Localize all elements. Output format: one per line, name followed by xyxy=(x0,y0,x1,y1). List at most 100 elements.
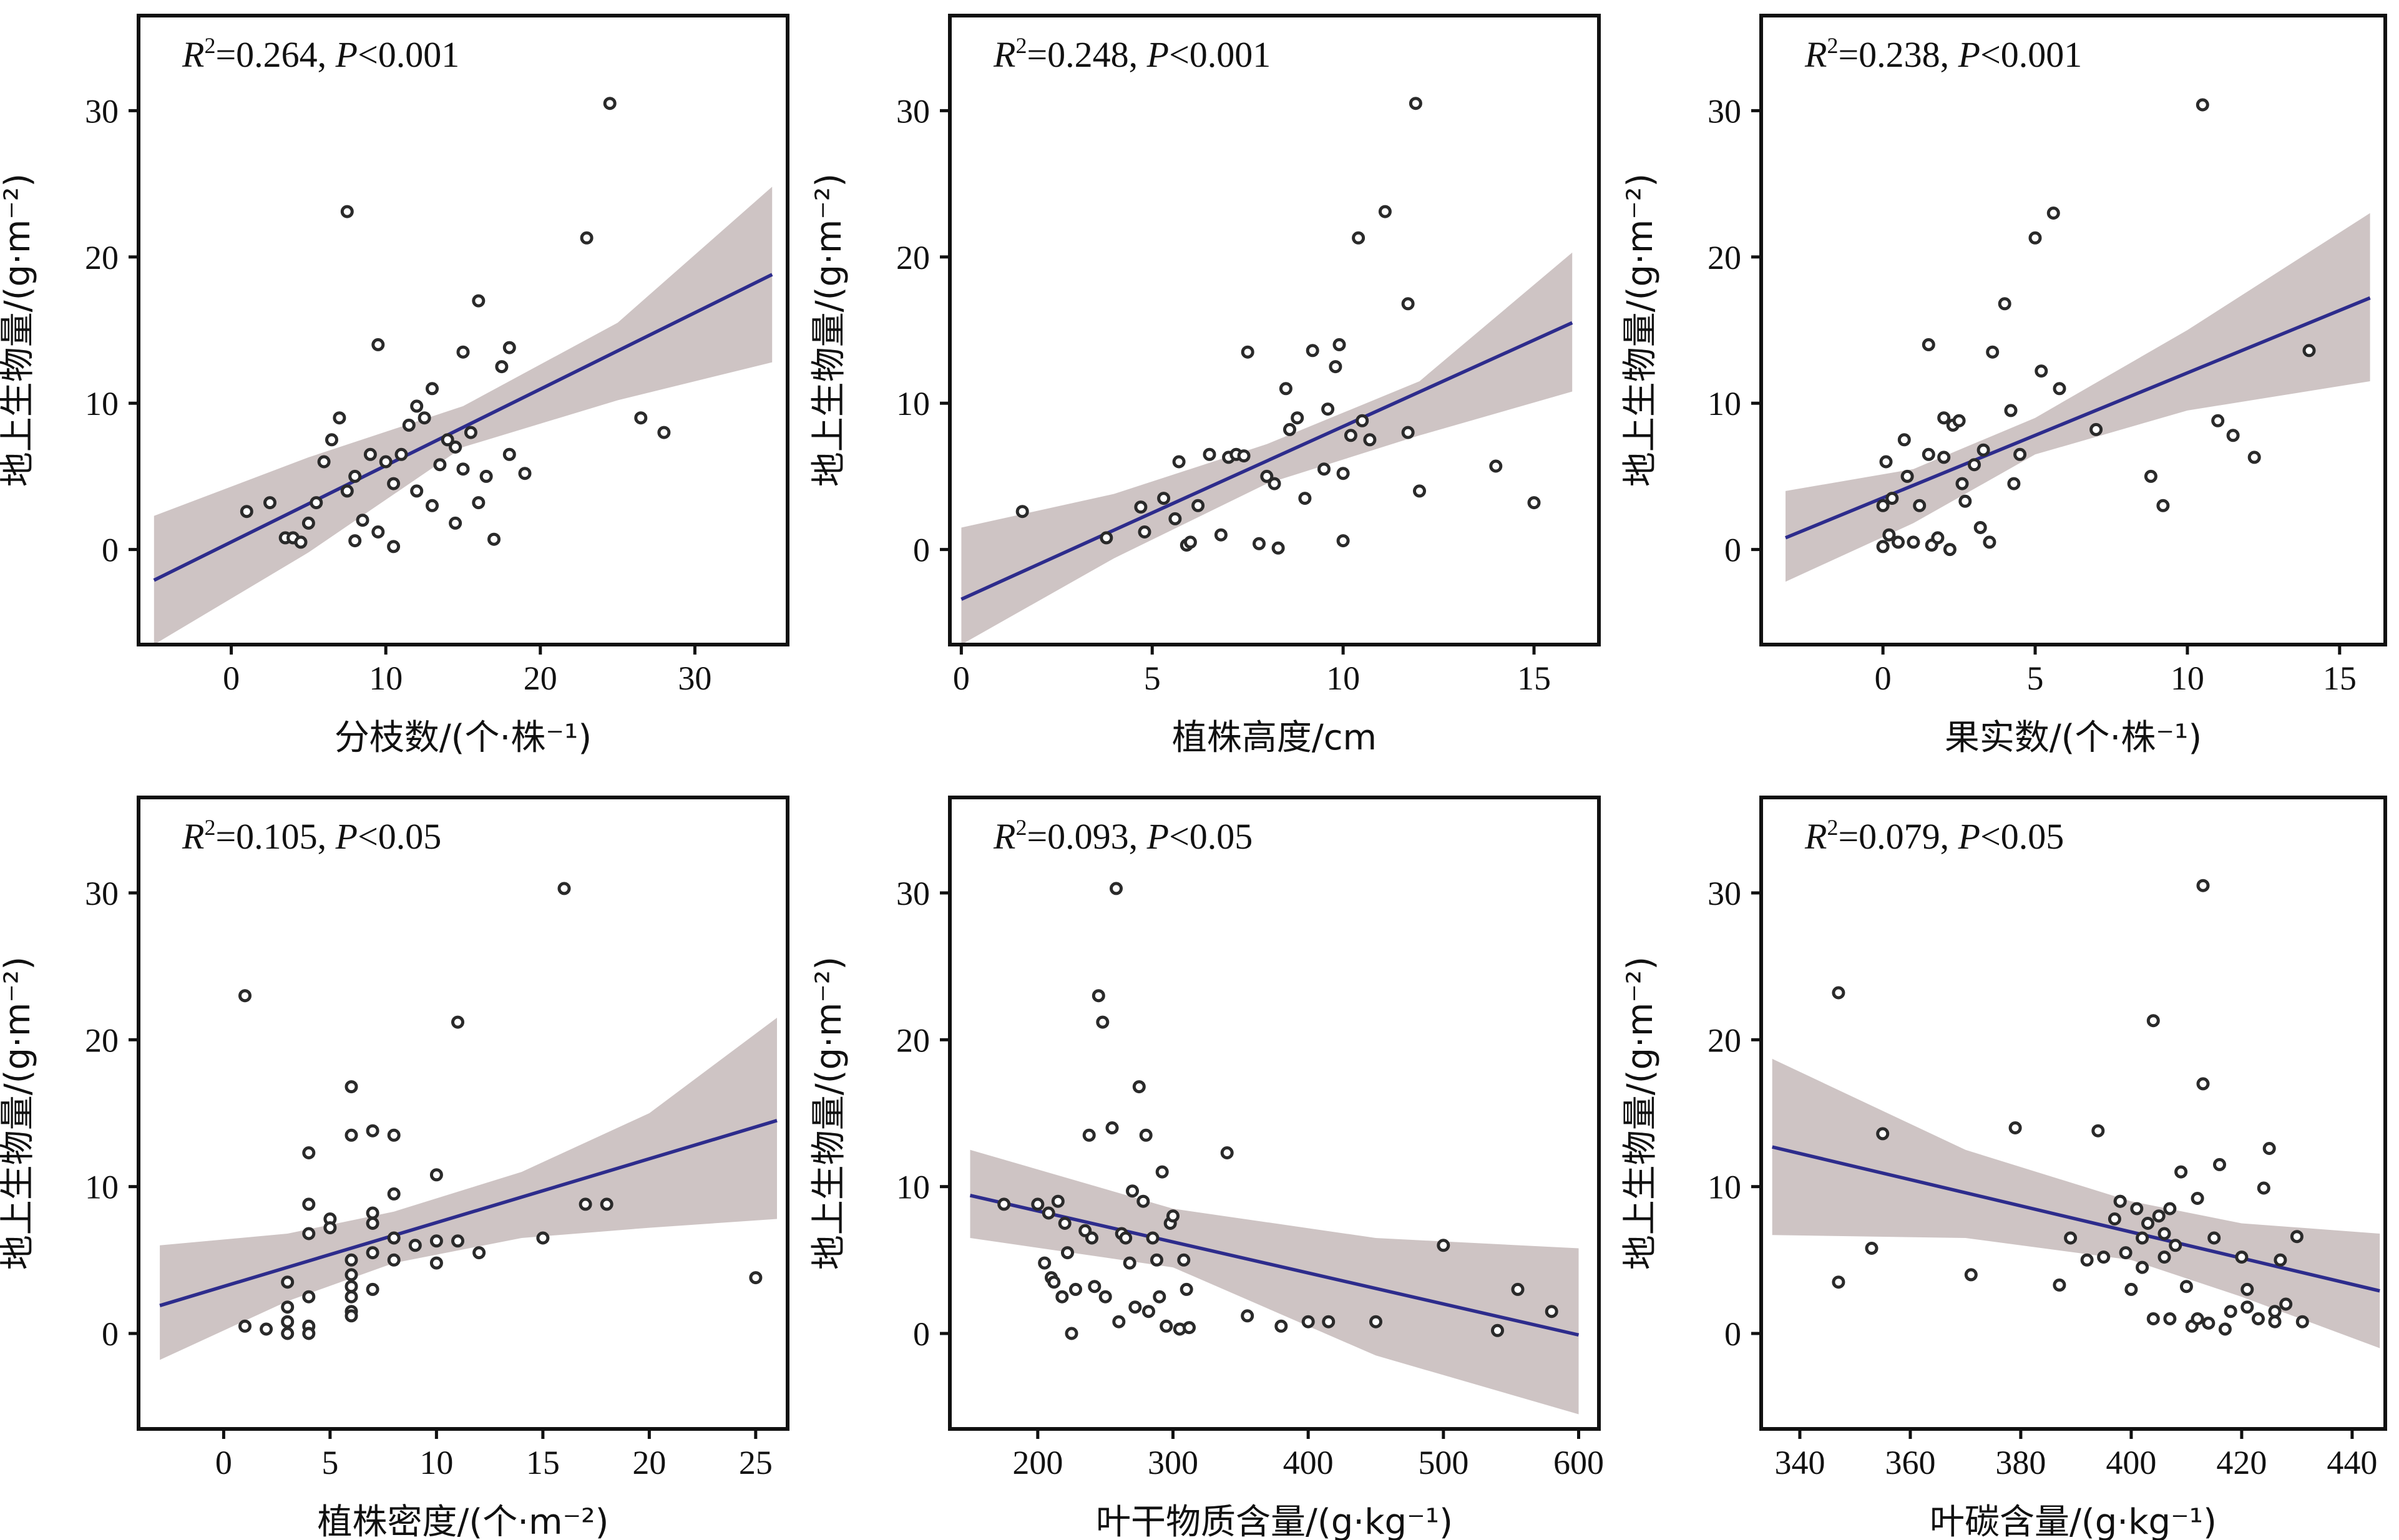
data-point xyxy=(348,469,362,483)
data-point xyxy=(2080,1253,2094,1267)
data-point xyxy=(418,411,431,425)
y-tick-label: 20 xyxy=(1708,239,1741,276)
data-point xyxy=(1998,297,2011,311)
y-tick-label: 20 xyxy=(896,239,930,276)
data-point xyxy=(603,97,617,110)
data-point xyxy=(1952,414,1966,427)
y-tick-label: 20 xyxy=(85,239,119,276)
data-point xyxy=(1882,528,1896,542)
stat-r-superscript: 2 xyxy=(1015,33,1027,58)
data-point xyxy=(1401,297,1415,311)
data-point xyxy=(302,1327,316,1340)
data-point xyxy=(1274,1319,1288,1333)
data-point xyxy=(2157,1250,2171,1264)
data-point xyxy=(433,458,447,472)
data-point xyxy=(2169,1239,2182,1252)
data-point xyxy=(281,1275,295,1289)
data-point xyxy=(1214,528,1228,542)
stat-p-value: <0.05 xyxy=(1980,816,2064,857)
stat-p-symbol: P xyxy=(1958,34,1980,75)
data-point xyxy=(1157,492,1171,505)
x-axis-title: 叶碳含量/(g·kg⁻¹) xyxy=(1930,1502,2217,1540)
data-point xyxy=(2152,1209,2166,1223)
stat-annotation: R2=0.264, P<0.001 xyxy=(182,33,459,75)
data-point xyxy=(426,382,439,396)
stat-r-symbol: R xyxy=(182,34,204,75)
x-axis-title: 植株密度/(个·m⁻²) xyxy=(318,1502,609,1540)
data-point xyxy=(1110,882,1123,895)
data-point xyxy=(2064,1231,2078,1245)
data-point xyxy=(441,433,454,447)
data-point xyxy=(502,341,516,354)
data-point xyxy=(1976,443,1990,457)
data-point xyxy=(426,499,439,512)
stat-r-superscript: 2 xyxy=(204,815,215,840)
data-point xyxy=(536,1231,550,1245)
data-point xyxy=(260,1322,273,1336)
data-point xyxy=(348,534,362,548)
data-point xyxy=(456,345,470,359)
data-point xyxy=(356,514,369,527)
data-point xyxy=(1907,535,1920,549)
data-point xyxy=(1260,469,1274,483)
data-point xyxy=(1150,1253,1163,1267)
y-tick-label: 20 xyxy=(896,1021,930,1059)
data-point xyxy=(1183,535,1197,549)
data-point xyxy=(1155,1165,1169,1179)
data-point xyxy=(238,989,252,1003)
data-point xyxy=(449,441,462,454)
confidence-band xyxy=(970,1149,1579,1415)
data-point xyxy=(2191,1312,2204,1325)
stat-r-superscript: 2 xyxy=(1015,815,1027,840)
data-point xyxy=(344,1268,358,1282)
data-point xyxy=(317,455,331,469)
data-point xyxy=(580,231,594,245)
data-point xyxy=(579,1197,592,1211)
data-point xyxy=(2268,1315,2282,1328)
data-point xyxy=(1922,447,1935,461)
data-point xyxy=(371,338,385,351)
plot-area xyxy=(960,97,1573,645)
data-point xyxy=(1892,535,1905,549)
y-tick-label: 0 xyxy=(102,532,119,569)
data-point xyxy=(1241,1309,1254,1323)
data-point xyxy=(1085,1231,1098,1245)
data-point xyxy=(2046,207,2060,220)
regression-line xyxy=(153,273,773,582)
x-tick-label: 25 xyxy=(739,1444,773,1481)
x-tick-label: 15 xyxy=(526,1444,560,1481)
data-point xyxy=(657,426,671,439)
data-point xyxy=(2146,1312,2160,1325)
x-tick-label: 500 xyxy=(1418,1444,1468,1481)
data-point xyxy=(2290,1230,2304,1244)
y-tick-label: 0 xyxy=(913,1315,930,1353)
data-point xyxy=(1055,1290,1069,1304)
data-point xyxy=(410,399,424,413)
stat-p-value: <0.05 xyxy=(358,816,441,857)
data-point xyxy=(1983,535,1996,549)
stat-r2-value: =0.238, xyxy=(1838,34,1958,75)
y-tick-label: 10 xyxy=(1708,1169,1741,1206)
data-point xyxy=(472,1246,486,1260)
data-point xyxy=(1913,499,1927,512)
data-point xyxy=(281,1327,295,1340)
data-point xyxy=(1321,402,1335,416)
data-point xyxy=(2146,1014,2160,1028)
data-point xyxy=(2179,1280,2193,1294)
data-point xyxy=(1876,499,1890,512)
confidence-band xyxy=(961,252,1573,645)
regression-line xyxy=(1772,1145,2380,1293)
plot-area xyxy=(1772,879,2380,1348)
stat-p-symbol: P xyxy=(335,816,358,857)
data-point xyxy=(2144,469,2157,483)
data-point xyxy=(557,882,571,895)
data-point xyxy=(2156,499,2170,512)
data-point xyxy=(518,467,532,480)
y-tick-label: 30 xyxy=(1708,92,1741,130)
data-point xyxy=(344,1253,358,1267)
data-point xyxy=(366,1206,379,1220)
x-tick-label: 10 xyxy=(419,1444,453,1481)
data-point xyxy=(387,1253,401,1267)
data-point xyxy=(451,1234,464,1248)
x-tick-label: 380 xyxy=(1995,1444,2046,1481)
